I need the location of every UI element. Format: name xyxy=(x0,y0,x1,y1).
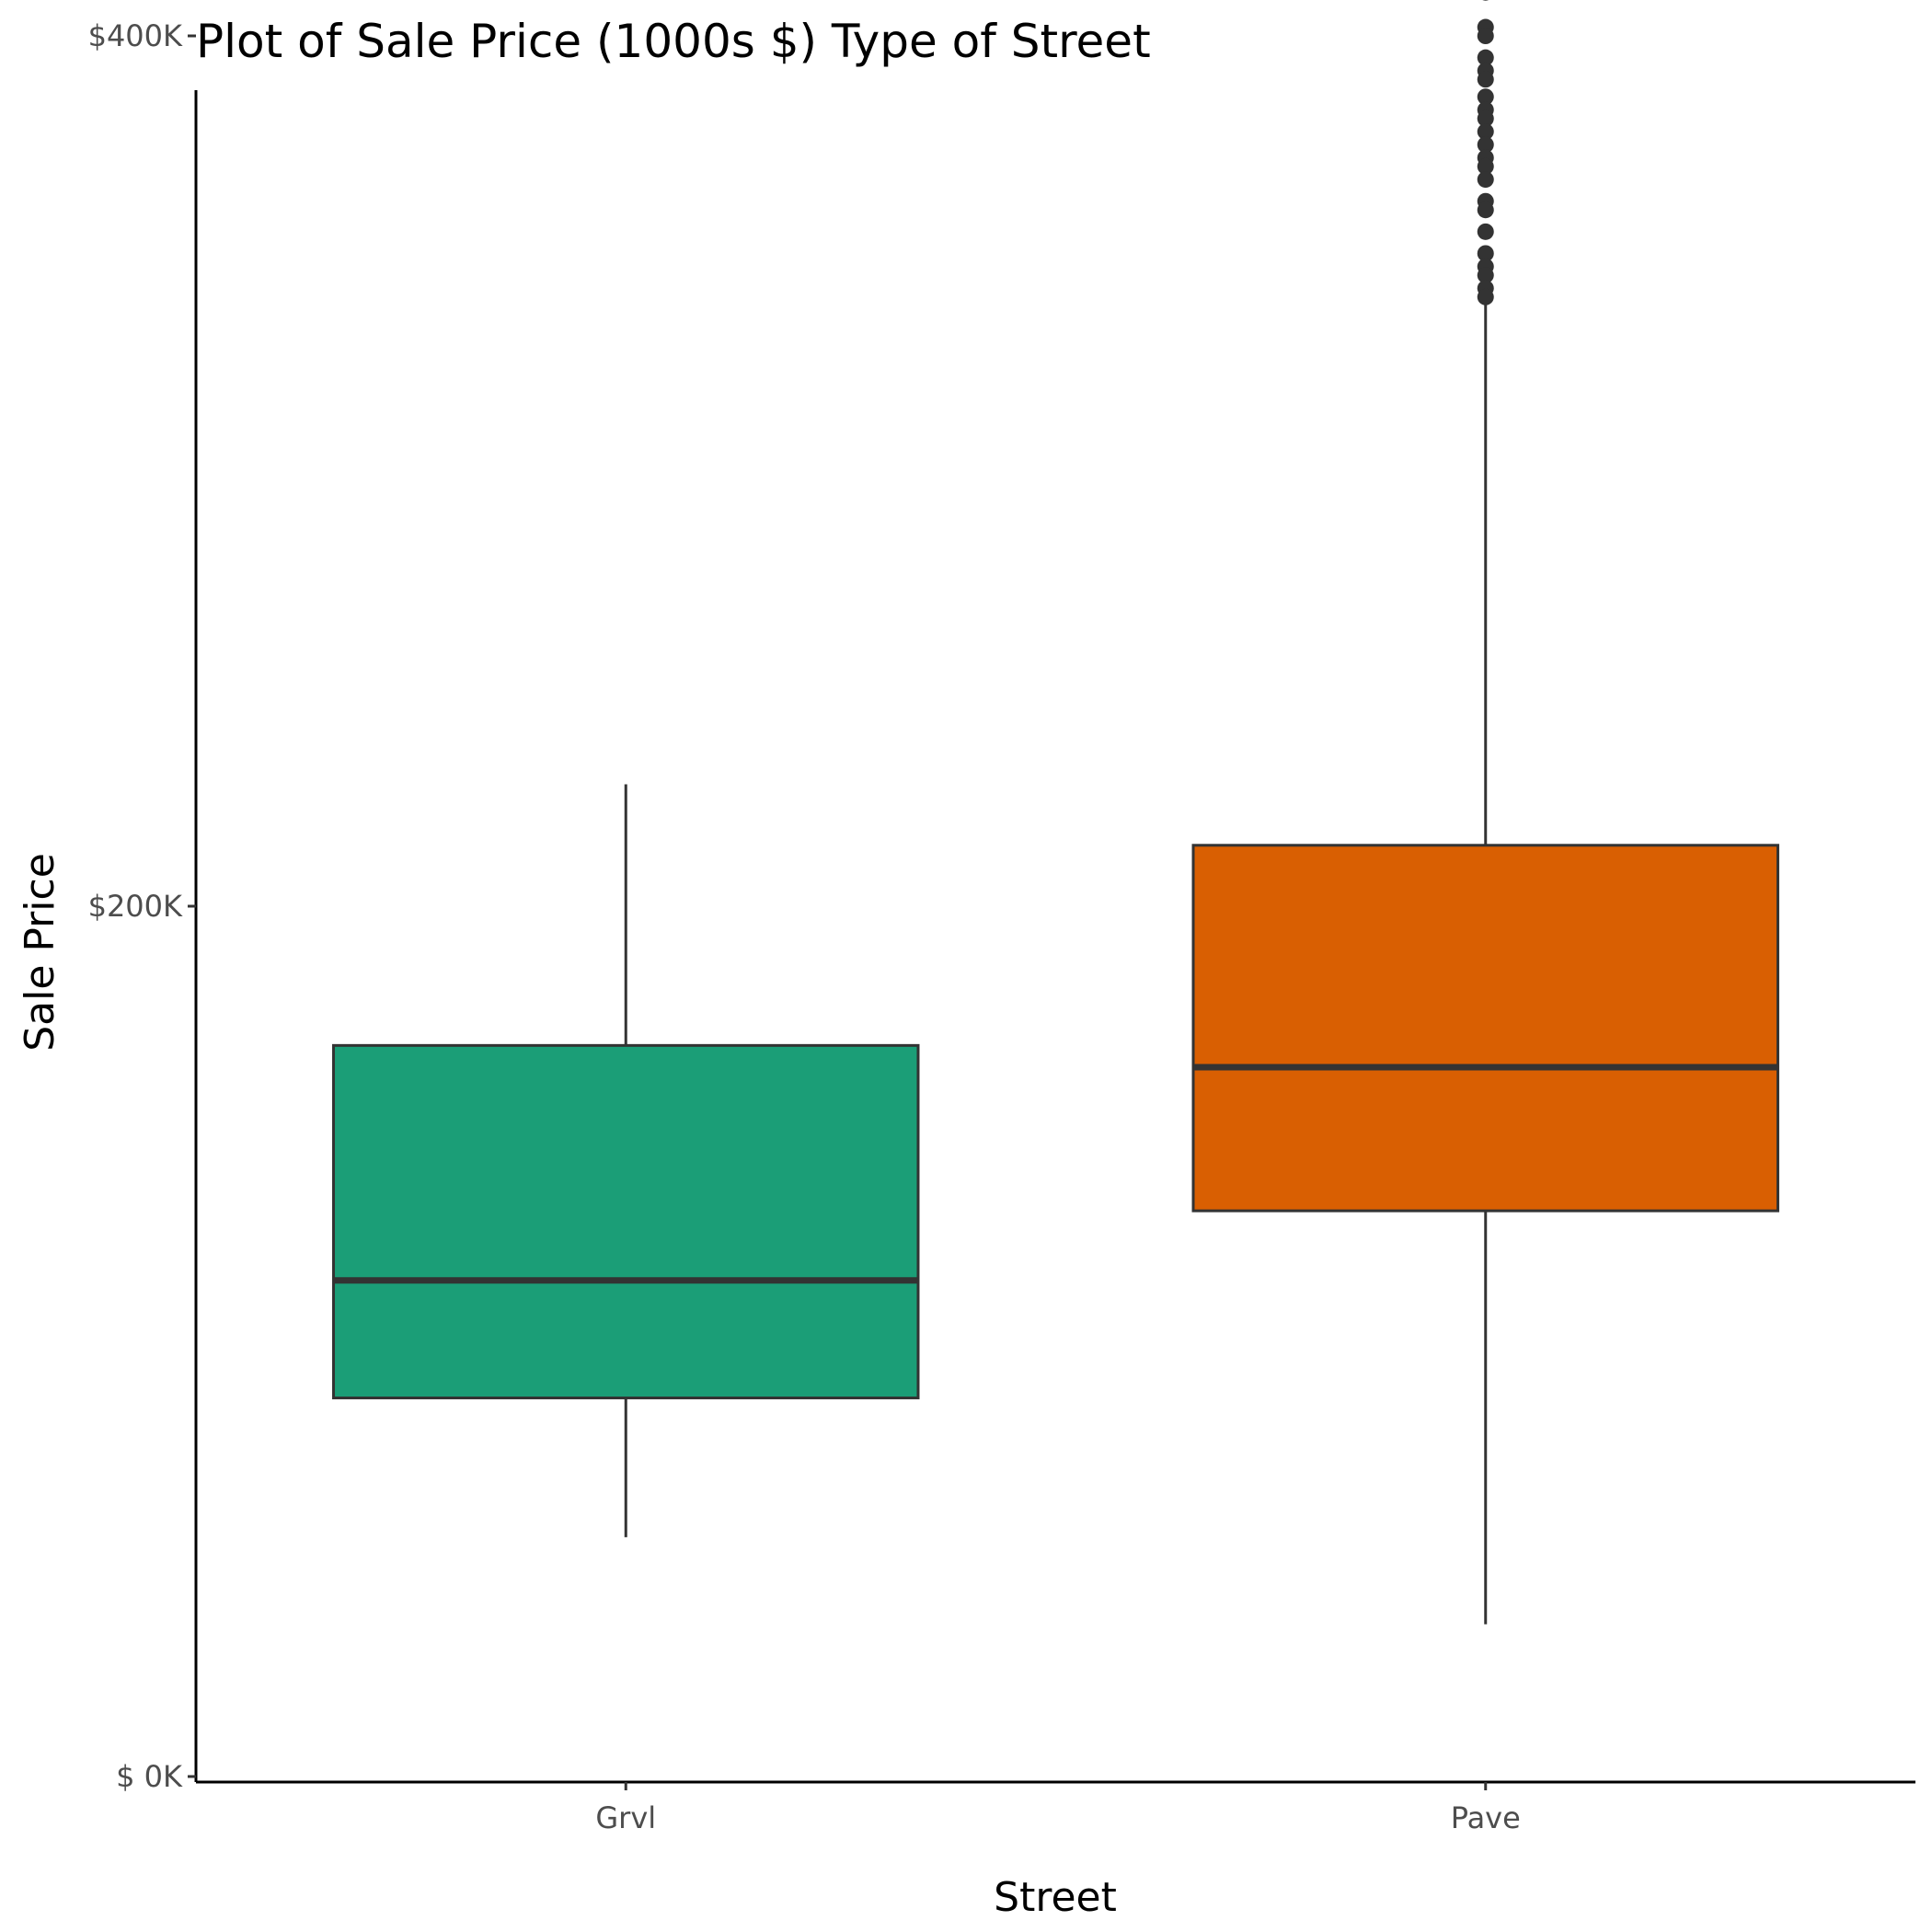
outlier-point xyxy=(1477,201,1494,219)
outlier-point xyxy=(1477,171,1494,189)
outlier-point xyxy=(1477,245,1494,262)
outlier-point xyxy=(1477,267,1494,284)
x-axis-ticks: Grvl Pave xyxy=(595,1782,1521,1835)
y-tick-label: $400K xyxy=(88,18,183,53)
outlier-point xyxy=(1477,136,1494,154)
x-tick-label: Grvl xyxy=(595,1800,656,1835)
outlier-point xyxy=(1477,157,1494,175)
chart-title: Plot of Sale Price (1000s $) Type of Str… xyxy=(196,15,1151,68)
box-pave xyxy=(1191,0,1779,1625)
y-tick-label: $ 0K xyxy=(116,1759,183,1794)
x-axis-title: Street xyxy=(994,1874,1117,1921)
y-axis-ticks: $ 0K$200K$400K$600K xyxy=(88,18,196,1794)
iqr-box xyxy=(1191,844,1779,1213)
outlier-point xyxy=(1477,109,1494,127)
box-grvl xyxy=(332,784,920,1537)
outlier-point xyxy=(1477,123,1494,141)
y-tick-label: $200K xyxy=(88,889,183,924)
outlier-point xyxy=(1477,71,1494,88)
iqr-box xyxy=(332,1043,920,1399)
plot-area xyxy=(332,0,1779,1625)
outlier-point xyxy=(1477,223,1494,240)
outlier-point xyxy=(1477,88,1494,106)
y-axis-title: Sale Price xyxy=(17,853,63,1052)
outlier-point xyxy=(1477,28,1494,44)
outlier-point xyxy=(1477,288,1494,305)
outlier-point xyxy=(1477,49,1494,66)
outlier-point xyxy=(1482,0,1489,1)
x-tick-label: Pave xyxy=(1451,1800,1521,1835)
